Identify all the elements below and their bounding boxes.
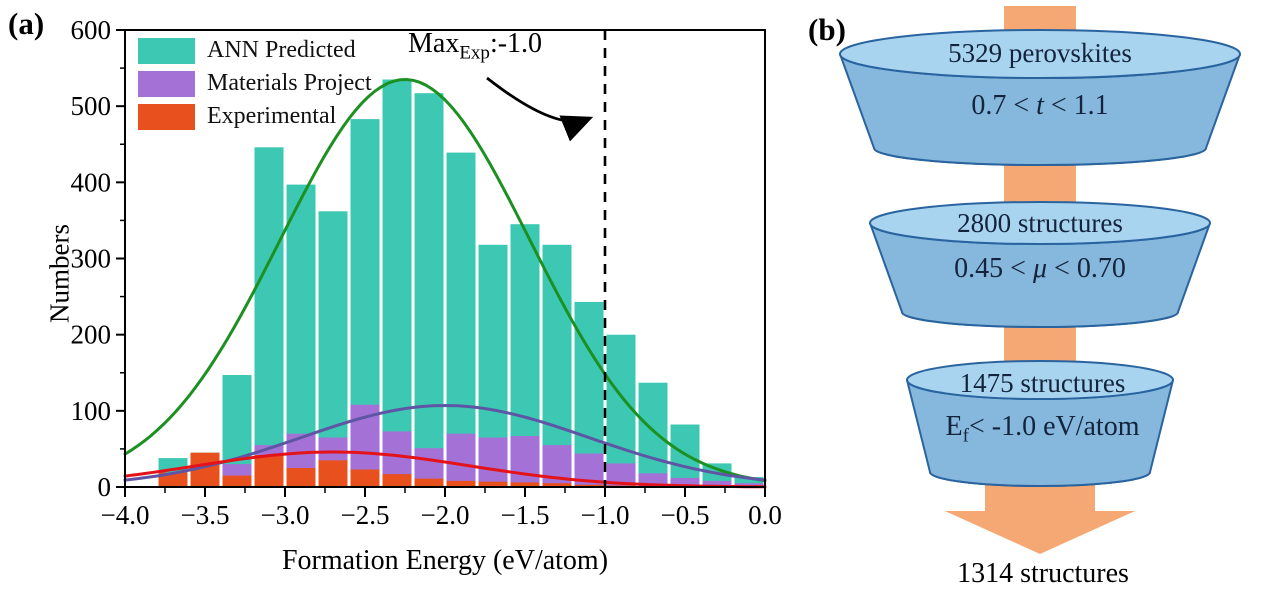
panel-b-label: (b) [808, 12, 846, 47]
histogram-bar-mp [734, 483, 764, 487]
y-tick-label: 500 [71, 91, 112, 121]
down-arrow-head-icon [945, 511, 1135, 554]
annotation-subscript: Exp [459, 42, 490, 64]
x-tick-label: −0.5 [661, 500, 710, 530]
x-tick-label: −3.5 [181, 500, 230, 530]
histogram-bar-mp [510, 436, 540, 487]
funnel-stage3-top-ellipse [906, 360, 1174, 400]
x-tick-label: −2.0 [421, 500, 470, 530]
x-tick-label: −1.5 [501, 500, 550, 530]
histogram-bar-exp [574, 484, 604, 487]
legend-item-ann: ANN Predicted [138, 34, 372, 67]
histogram-bar-exp [446, 480, 476, 487]
histogram-bar-ann [382, 79, 412, 487]
y-axis-title: Numbers [44, 224, 75, 323]
x-tick-label: −2.5 [341, 500, 390, 530]
legend-item-materials-project: Materials Project [138, 67, 372, 100]
fit-curve-exp [123, 450, 767, 489]
histogram-bar-exp [478, 481, 508, 487]
histogram-bar-ann [638, 382, 668, 487]
funnel-stage1-count: 5329 perovskites [948, 38, 1132, 68]
histogram-bar-mp [446, 433, 476, 487]
funnel-stage3-count: 1475 structures [959, 368, 1126, 398]
funnel-stage2-criterion: 0.45 < μ < 0.70 [855, 253, 1225, 285]
fit-curve-ann [123, 77, 767, 483]
histogram-bar-exp [510, 482, 540, 487]
funnel-stage1-top-ellipse [839, 29, 1241, 79]
legend-label-ann: ANN Predicted [207, 37, 356, 63]
histogram-bar-ann [446, 152, 476, 487]
annotation-arrow-icon [486, 76, 594, 142]
histogram-bar-exp [542, 483, 572, 487]
y-tick-label: 300 [71, 244, 112, 274]
histogram-bar-exp [318, 460, 348, 487]
histogram-bar-exp [382, 474, 412, 487]
annotation-suffix: :-1.0 [489, 28, 543, 59]
x-axis-title: Formation Energy (eV/atom) [281, 545, 609, 576]
stage1-criterion-var: t [1036, 90, 1044, 121]
legend-swatch-exp-icon [138, 103, 195, 130]
x-tick-label: −4.0 [101, 500, 150, 530]
histogram-plot: −4.0 −3.5 −3.0 −2.5 −2.0 −1.5 −1.0 −0.5 0.0 0 100 2… [71, 15, 782, 530]
histogram-bar-exp [286, 468, 316, 487]
histogram-bar-ann [734, 477, 764, 487]
histogram-bar-ann [606, 334, 636, 487]
legend-item-experimental: Experimental [138, 100, 372, 133]
y-tick-label: 200 [71, 320, 112, 350]
histogram-bar-mp [606, 463, 636, 487]
stage1-criterion-pre: 0.7 < [971, 90, 1037, 121]
stage2-criterion-post: < 0.70 [1047, 253, 1126, 284]
legend-swatch-mp-icon [138, 70, 195, 97]
histogram-bar-exp [414, 478, 444, 487]
stage3-criterion-post: < -1.0 eV/atom [968, 411, 1140, 442]
stage2-criterion-var: μ [1032, 253, 1048, 284]
funnel-stage3-criterion: Ef< -1.0 eV/atom [875, 411, 1210, 448]
funnel-stage1-criterion: 0.7 < t < 1.1 [840, 90, 1240, 122]
stage1-criterion-post: < 1.1 [1043, 90, 1109, 121]
y-tick-label: 100 [71, 396, 112, 426]
plot-frame [124, 29, 766, 488]
x-tick-label: −3.0 [261, 500, 310, 530]
histogram-bar-exp [222, 475, 252, 487]
histogram-bar-ann [414, 93, 444, 487]
legend-label-mp: Materials Project [207, 70, 372, 96]
funnel-final-count: 1314 structures [957, 558, 1129, 589]
y-tick-label: 600 [71, 15, 112, 45]
histogram-bar-mp [542, 445, 572, 487]
histogram-bar-mp [670, 477, 700, 487]
legend-label-exp: Experimental [207, 103, 337, 129]
panel-a-label: (a) [8, 6, 45, 41]
funnel-diagram [839, 6, 1241, 554]
histogram-bar-ann [254, 147, 284, 488]
x-tick-label: −1.0 [581, 500, 630, 530]
stage2-criterion-pre: 0.45 < [954, 253, 1033, 284]
funnel-stage2-count: 2800 structures [957, 208, 1123, 238]
funnel-stage2-top-ellipse [869, 201, 1211, 245]
annotation-prefix: Max [408, 28, 460, 59]
max-exp-annotation: MaxExp:-1.0 [408, 28, 542, 65]
legend-swatch-ann-icon [138, 37, 195, 64]
histogram-bar-exp [350, 469, 380, 487]
legend: ANN Predicted Materials Project Experime… [138, 34, 372, 133]
y-tick-label: 400 [71, 167, 112, 197]
stage3-criterion-pre: E [945, 411, 963, 442]
histogram-bar-mp [478, 437, 508, 487]
histogram-bar-exp [254, 455, 284, 487]
histogram-bar-mp [702, 480, 732, 487]
histogram-bar-exp [158, 472, 188, 487]
stage3-criterion-sub: f [962, 425, 969, 447]
x-tick-label: 0.0 [748, 500, 782, 530]
y-tick-label: 0 [98, 472, 112, 502]
